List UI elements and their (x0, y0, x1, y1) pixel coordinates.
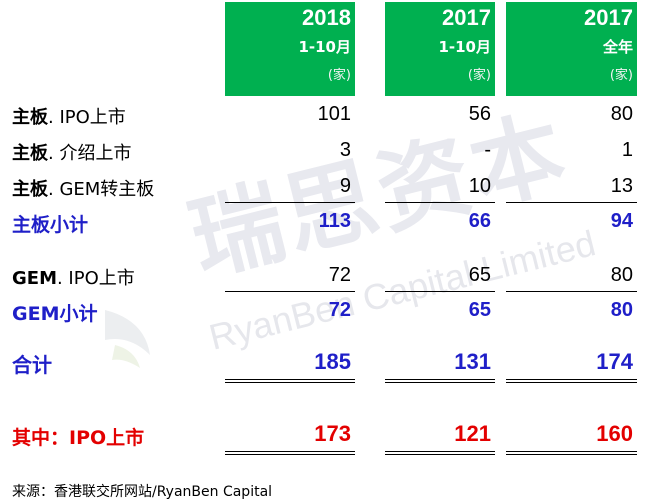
column-period: 1-10月 (438, 38, 491, 56)
table-cell: 66 (468, 210, 491, 232)
table-cell: 80 (610, 103, 633, 125)
row-label-of-which-ipo: 其中：IPO上市 (12, 427, 145, 449)
row-label-rest: . GEM转主板 (48, 179, 155, 200)
table-cell: - (484, 139, 491, 161)
column-unit: (家) (609, 68, 633, 83)
column-period: 全年 (602, 38, 633, 56)
table-cell: 9 (339, 175, 351, 197)
column-year: 2017 (442, 5, 491, 30)
divider (225, 202, 355, 203)
table-cell: 10 (468, 175, 491, 197)
table-cell: 174 (596, 349, 633, 374)
row-label-bold: 主板 (12, 107, 48, 128)
divider (506, 291, 637, 292)
row-label-bold: 主板 (12, 143, 48, 164)
table-cell: 65 (468, 299, 491, 321)
row-label-bold: 主板 (12, 179, 48, 200)
table-cell: 173 (314, 421, 351, 446)
double-divider (385, 451, 495, 455)
column-unit: (家) (327, 68, 351, 83)
row-label-bold: GEM (12, 268, 57, 289)
double-divider (506, 379, 637, 383)
column-year: 2018 (302, 5, 351, 30)
column-period: 1-10月 (298, 38, 351, 56)
column-header-2017-full-year: 2017 全年 (家) (506, 2, 637, 96)
row-label-rest: . 介绍上市 (48, 143, 132, 164)
double-divider (225, 379, 355, 383)
table-cell: 121 (454, 421, 491, 446)
table-cell: 113 (318, 210, 351, 232)
table-cell: 72 (328, 299, 351, 321)
table-cell: 3 (339, 139, 351, 161)
column-header-2017-jan-oct: 2017 1-10月 (家) (385, 2, 495, 96)
source-note: 来源：香港联交所网站/RyanBen Capital (12, 484, 273, 500)
column-year: 2017 (584, 5, 633, 30)
row-label-main-subtotal: 主板小计 (12, 214, 89, 236)
watermark-logo-icon (105, 310, 150, 368)
double-divider (225, 451, 355, 455)
table-cell: 101 (317, 103, 351, 125)
table-cell: 160 (596, 421, 633, 446)
table-cell: 94 (610, 210, 633, 232)
row-label-main-intro: 主板. 介绍上市 (12, 139, 131, 165)
row-label-rest: . IPO上市 (48, 107, 126, 128)
divider (506, 202, 637, 203)
divider (385, 291, 495, 292)
table-cell: 80 (610, 299, 633, 321)
double-divider (506, 451, 637, 455)
row-label-main-ipo: 主板. IPO上市 (12, 103, 126, 129)
table-cell: 56 (468, 103, 491, 125)
table-cell: 13 (610, 175, 633, 197)
divider (385, 202, 495, 203)
table-cell: 80 (610, 264, 633, 286)
column-header-2018-jan-oct: 2018 1-10月 (家) (225, 2, 355, 96)
row-label-main-gem-transfer: 主板. GEM转主板 (12, 175, 154, 201)
row-label-gem-subtotal: GEM小计 (12, 303, 98, 325)
row-label-rest: . IPO上市 (56, 268, 135, 289)
table-cell: 1 (621, 139, 633, 161)
column-unit: (家) (467, 68, 491, 83)
double-divider (385, 379, 495, 383)
table-cell: 131 (454, 349, 491, 374)
row-label-total: 合计 (12, 353, 52, 377)
table-cell: 185 (314, 349, 351, 374)
row-label-gem-ipo: GEM. IPO上市 (12, 264, 135, 290)
divider (225, 291, 355, 292)
table-cell: 72 (328, 264, 351, 286)
table-cell: 65 (468, 264, 491, 286)
